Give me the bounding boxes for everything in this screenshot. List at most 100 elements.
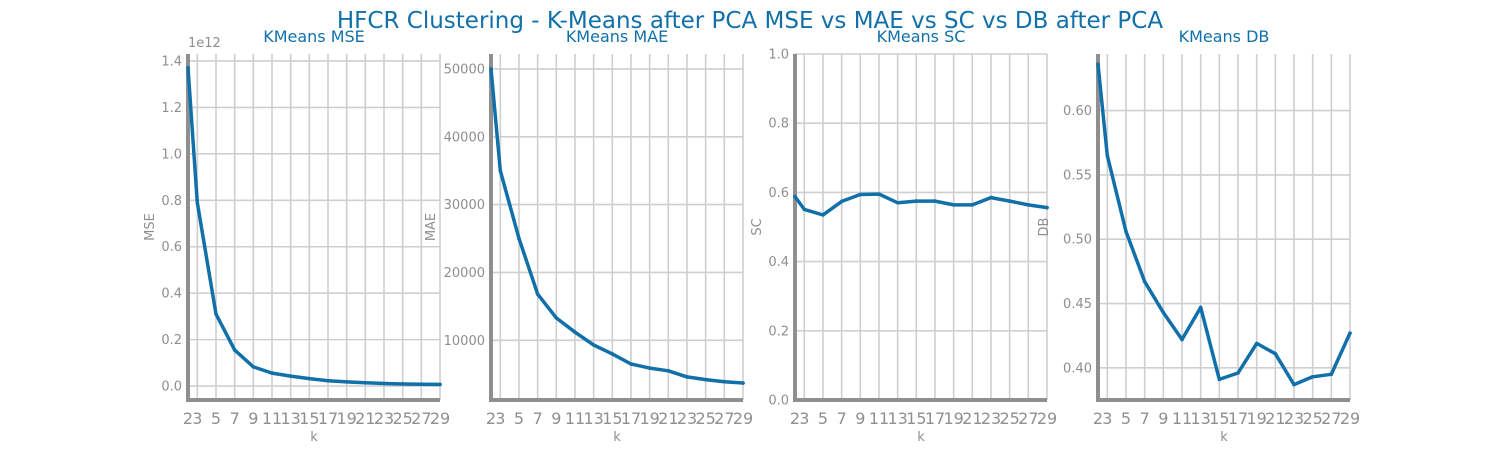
data-point [722,379,727,384]
y-tick-label: 0.50 [1063,233,1092,248]
x-tick-label: 9 [248,409,258,428]
data-point [793,194,797,199]
data-point [666,369,671,373]
data-point [591,343,596,347]
x-tick-label: 11 [565,409,585,428]
x-tick-label: 13 [887,409,907,428]
y-tick-label: 0.4 [768,255,789,270]
y-tick-label: 0.2 [768,324,789,339]
x-tick-label: 3 [799,409,809,428]
x-tick-label: 5 [211,409,221,428]
data-point [858,192,863,197]
x-tick-label: 19 [943,409,963,428]
y-tick-label: 0.55 [1063,168,1092,183]
y-tick-label: 0.40 [1063,361,1092,376]
x-tick-label: 17 [925,409,945,428]
y-axis-label: SC [750,218,765,235]
x-tick-label: 29 [1340,409,1360,428]
x-tick-label: 19 [336,409,356,428]
data-point [1198,305,1203,310]
data-point [703,377,708,382]
x-tick-label: 11 [869,409,889,428]
data-point [1273,351,1278,356]
y-tick-label: 50000 [444,62,485,77]
x-tick-label: 25 [695,409,715,428]
y-axis-label: MSE [143,213,158,241]
data-point [1292,382,1296,387]
x-tick-label: 2 [1093,409,1103,428]
data-point [1161,310,1166,315]
data-point [821,213,825,217]
y-tick-label: 0.45 [1063,297,1092,312]
x-tick-label: 9 [1158,409,1168,428]
y-tick-label: 0.0 [768,394,789,409]
data-point [363,381,368,385]
panel-mae: 2 3 5 7 9 11131517192123252729100002000030000… [424,27,753,445]
data-point [186,66,190,70]
x-tick-label: 2 [183,409,193,428]
x-tick-label: 13 [280,409,300,428]
data-point [741,381,745,385]
data-point [489,67,493,71]
data-point [1236,371,1240,375]
data-point [251,364,256,369]
data-point [1142,279,1147,284]
x-tick-label: 11 [1172,409,1192,428]
x-tick-label: 11 [262,409,282,428]
data-point [438,382,442,387]
x-tick-label: 15 [1209,409,1229,428]
data-point [573,330,577,334]
data-point [1007,199,1012,203]
x-tick-label: 9 [551,409,561,428]
data-point [895,200,900,205]
x-tick-label: 21 [355,409,375,428]
x-tick-label: 29 [733,409,753,428]
x-tick-label: 27 [411,409,431,428]
x-tick-label: 2 [790,409,800,428]
data-point [344,380,349,384]
x-tick-label: 17 [318,409,338,428]
data-point [419,382,424,387]
x-tick-label: 15 [299,409,319,428]
x-tick-label: 29 [430,409,450,428]
x-tick-label: 27 [1018,409,1038,428]
x-tick-label: 23 [1284,409,1304,428]
y-tick-label: 1.2 [161,101,182,116]
data-point [232,348,237,352]
data-point [1105,153,1110,158]
data-point [214,312,218,316]
panel-sc: 2 3 5 7 9 111315171921232527290.00.20.40.60.8… [750,27,1057,445]
data-point [1124,229,1128,234]
x-axis-label: k [917,430,925,445]
figure-title: HFCR Clustering - K-Means after PCA MSE … [337,8,1163,34]
x-tick-label: 7 [837,409,847,428]
data-point [629,362,633,366]
data-point [554,316,559,320]
x-tick-label: 5 [818,409,828,428]
x-tick-label: 17 [621,409,641,428]
x-tick-label: 21 [1265,409,1285,428]
data-point [1026,203,1031,207]
data-point [951,203,956,207]
x-tick-label: 21 [962,409,982,428]
x-tick-label: 5 [514,409,524,428]
data-point [288,374,293,378]
x-tick-label: 25 [392,409,412,428]
y-tick-label: 20000 [444,266,485,281]
y-tick-label: 1.0 [161,147,182,162]
y-tick-label: 0.2 [161,333,182,348]
data-point [839,199,844,204]
x-tick-label: 7 [1140,409,1150,428]
x-tick-label: 25 [999,409,1019,428]
x-axis-label: k [1220,430,1228,445]
x-tick-label: 25 [1302,409,1322,428]
data-point [1254,341,1259,346]
data-point [535,292,540,296]
y-tick-label: 40000 [444,130,485,145]
subplot-title: KMeans MSE [263,27,365,46]
y-tick-label: 1.4 [161,54,182,69]
data-point [647,366,652,370]
y-tick-label: 10000 [444,334,485,349]
x-tick-label: 27 [1321,409,1341,428]
y-tick-label: 0.60 [1063,104,1092,119]
